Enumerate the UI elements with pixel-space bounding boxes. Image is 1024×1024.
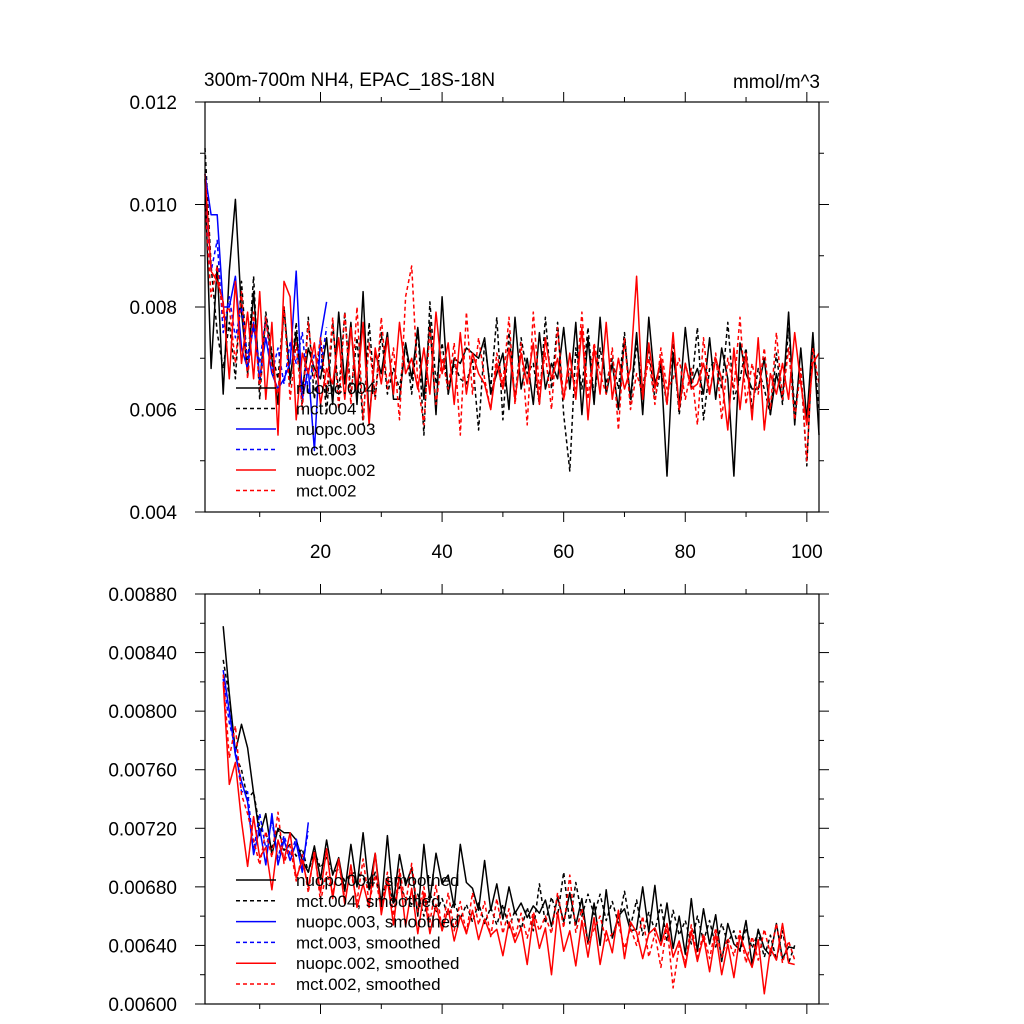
legend-label: nuopc.002 bbox=[296, 461, 375, 480]
y-tick-label: 0.00800 bbox=[108, 702, 177, 723]
legend-label: mct.002, smoothed bbox=[296, 975, 441, 994]
y-tick-label: 0.00600 bbox=[108, 995, 177, 1016]
x-tick-label: 100 bbox=[791, 542, 823, 563]
y-tick-label: 0.00880 bbox=[108, 585, 177, 606]
legend-label: nuopc.003, smoothed bbox=[296, 913, 460, 932]
x-tick-label: 60 bbox=[553, 542, 574, 563]
x-tick-label: 40 bbox=[432, 542, 453, 563]
y-tick-label: 0.00720 bbox=[108, 819, 177, 840]
series-line-mct-002 bbox=[204, 204, 820, 462]
legend-label: nuopc.004, smoothed bbox=[296, 871, 460, 890]
legend-label: nuopc.003 bbox=[296, 420, 375, 439]
y-tick-label: 0.008 bbox=[129, 298, 177, 319]
legend-label: mct.003, smoothed bbox=[296, 933, 441, 952]
y-tick-label: 0.010 bbox=[129, 196, 177, 217]
legend-label: mct.004, smoothed bbox=[296, 892, 441, 911]
x-tick-label: 20 bbox=[310, 542, 331, 563]
y-tick-label: 0.00680 bbox=[108, 878, 177, 899]
legend-label: mct.004 bbox=[296, 400, 356, 419]
legend-label: mct.003 bbox=[296, 441, 356, 460]
y-tick-label: 0.006 bbox=[129, 401, 177, 422]
chart-title: 300m-700m NH4, EPAC_18S-18N bbox=[204, 70, 495, 91]
y-tick-label: 0.00640 bbox=[108, 936, 177, 957]
x-tick-label: 80 bbox=[675, 542, 696, 563]
top-chart-panel: 300m-700m NH4, EPAC_18S-18N mmol/m^3 nuo… bbox=[129, 70, 829, 563]
legend-label: nuopc.002, smoothed bbox=[296, 954, 460, 973]
y-tick-label: 0.00760 bbox=[108, 761, 177, 782]
legend-label: nuopc.004 bbox=[296, 379, 375, 398]
bottom-chart-panel: nuopc.004, smoothed mct.004, smoothed nuop… bbox=[108, 584, 829, 1016]
y-tick-label: 0.004 bbox=[129, 503, 177, 524]
legend-label: mct.002 bbox=[296, 482, 356, 501]
series-line-mct-002-smoothed bbox=[222, 674, 796, 989]
y-tick-label: 0.00840 bbox=[108, 644, 177, 665]
y-tick-label: 0.012 bbox=[129, 93, 177, 114]
series-line-mct-004-smoothed bbox=[222, 659, 796, 964]
units-label: mmol/m^3 bbox=[733, 72, 820, 93]
series-line-nuopc-003 bbox=[204, 173, 328, 452]
series-line-nuopc-004-smoothed bbox=[222, 626, 795, 966]
